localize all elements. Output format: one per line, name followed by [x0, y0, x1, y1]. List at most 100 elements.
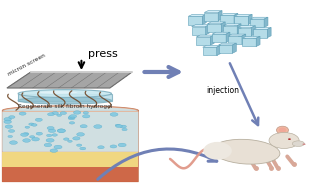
Polygon shape — [2, 107, 138, 152]
Ellipse shape — [68, 117, 75, 120]
Ellipse shape — [94, 125, 102, 128]
Polygon shape — [250, 19, 264, 27]
Ellipse shape — [46, 134, 52, 137]
Ellipse shape — [269, 132, 299, 148]
Polygon shape — [242, 36, 260, 38]
Polygon shape — [264, 17, 268, 27]
Polygon shape — [204, 12, 218, 21]
Polygon shape — [234, 16, 248, 25]
Ellipse shape — [302, 143, 306, 145]
Polygon shape — [220, 13, 238, 15]
Polygon shape — [18, 94, 112, 101]
Polygon shape — [207, 24, 221, 32]
Polygon shape — [242, 34, 246, 44]
Ellipse shape — [57, 114, 62, 116]
Ellipse shape — [52, 112, 59, 115]
Polygon shape — [202, 14, 206, 25]
Polygon shape — [2, 167, 138, 182]
Ellipse shape — [276, 126, 288, 134]
Ellipse shape — [57, 129, 65, 132]
Polygon shape — [218, 11, 222, 21]
Ellipse shape — [4, 120, 11, 124]
Polygon shape — [250, 17, 268, 19]
FancyArrowPatch shape — [98, 149, 217, 179]
Text: injection: injection — [206, 86, 239, 95]
Polygon shape — [221, 22, 225, 32]
Polygon shape — [196, 35, 214, 37]
Ellipse shape — [52, 134, 57, 136]
Polygon shape — [203, 47, 217, 56]
Ellipse shape — [36, 132, 43, 135]
Ellipse shape — [9, 116, 15, 119]
Text: press: press — [88, 49, 118, 59]
Polygon shape — [253, 29, 267, 38]
Polygon shape — [232, 43, 236, 53]
Ellipse shape — [8, 129, 15, 132]
Ellipse shape — [50, 149, 58, 152]
Polygon shape — [205, 25, 209, 35]
Ellipse shape — [8, 135, 12, 138]
Polygon shape — [234, 13, 238, 24]
Polygon shape — [2, 152, 138, 167]
Ellipse shape — [48, 129, 56, 132]
Ellipse shape — [115, 124, 120, 126]
Ellipse shape — [64, 138, 69, 140]
Ellipse shape — [122, 128, 127, 131]
Ellipse shape — [69, 115, 77, 118]
Text: micron screen: micron screen — [7, 53, 46, 77]
Ellipse shape — [80, 147, 86, 150]
Ellipse shape — [31, 124, 37, 126]
Ellipse shape — [68, 116, 74, 119]
Ellipse shape — [29, 123, 34, 125]
Polygon shape — [192, 27, 205, 35]
Ellipse shape — [292, 141, 304, 146]
Ellipse shape — [80, 125, 87, 128]
Polygon shape — [220, 15, 234, 24]
Ellipse shape — [212, 139, 280, 164]
Polygon shape — [2, 106, 138, 182]
Ellipse shape — [203, 142, 232, 160]
Text: Regenerate silk fibroin hydrogel: Regenerate silk fibroin hydrogel — [17, 104, 112, 109]
Ellipse shape — [288, 138, 291, 140]
Ellipse shape — [73, 137, 80, 140]
Ellipse shape — [24, 133, 29, 135]
Ellipse shape — [30, 136, 35, 138]
Ellipse shape — [120, 125, 126, 128]
Polygon shape — [212, 32, 230, 34]
Polygon shape — [228, 34, 246, 36]
Ellipse shape — [47, 113, 54, 116]
Polygon shape — [253, 28, 271, 29]
Ellipse shape — [21, 133, 28, 136]
Ellipse shape — [279, 128, 286, 133]
FancyArrowPatch shape — [230, 63, 258, 125]
Ellipse shape — [25, 126, 30, 128]
Ellipse shape — [44, 143, 52, 147]
Ellipse shape — [35, 118, 42, 121]
Ellipse shape — [18, 97, 112, 104]
Polygon shape — [228, 36, 242, 44]
Polygon shape — [237, 24, 241, 34]
Ellipse shape — [32, 137, 39, 141]
Polygon shape — [252, 26, 255, 36]
Ellipse shape — [77, 133, 85, 136]
Polygon shape — [217, 45, 220, 56]
Ellipse shape — [69, 122, 75, 124]
Ellipse shape — [73, 111, 81, 114]
Polygon shape — [248, 14, 252, 25]
Polygon shape — [234, 14, 252, 16]
Polygon shape — [204, 11, 222, 12]
Ellipse shape — [116, 125, 122, 128]
Ellipse shape — [60, 112, 66, 115]
Polygon shape — [226, 32, 230, 42]
Polygon shape — [189, 14, 206, 16]
Ellipse shape — [98, 146, 104, 149]
Polygon shape — [210, 35, 214, 45]
Ellipse shape — [23, 139, 31, 142]
Polygon shape — [7, 72, 132, 88]
Ellipse shape — [18, 90, 112, 98]
Ellipse shape — [118, 143, 126, 147]
Polygon shape — [192, 25, 209, 27]
Polygon shape — [207, 22, 225, 24]
Polygon shape — [256, 36, 260, 46]
Ellipse shape — [10, 141, 17, 144]
